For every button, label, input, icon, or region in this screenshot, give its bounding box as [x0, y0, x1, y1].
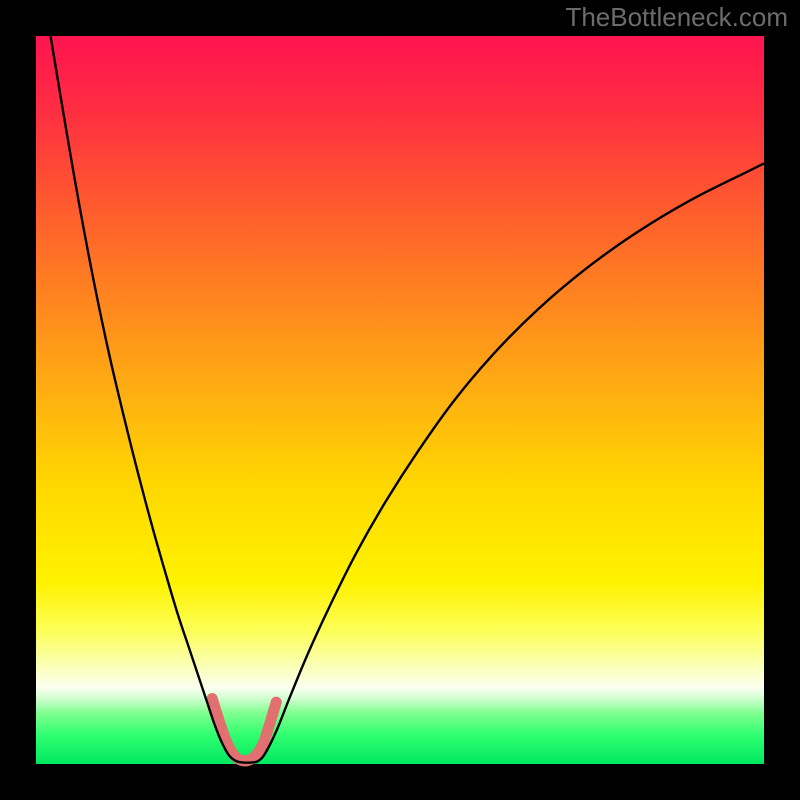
gradient-background [36, 36, 764, 764]
chart-svg [0, 0, 800, 800]
chart-container: TheBottleneck.com [0, 0, 800, 800]
